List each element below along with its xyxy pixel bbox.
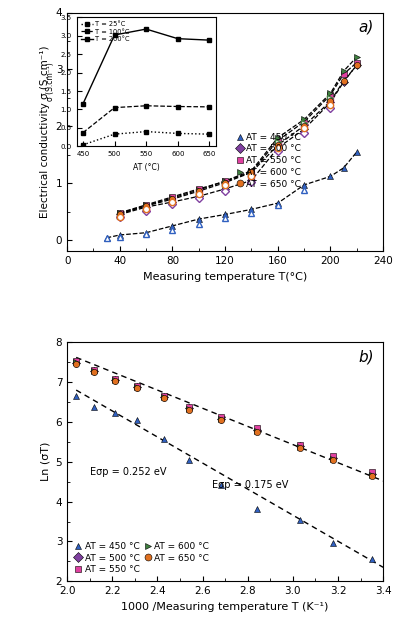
Y-axis label: Ln (σT): Ln (σT) [40,442,50,481]
X-axis label: 1000 /Measuring temperature T (K⁻¹): 1000 /Measuring temperature T (K⁻¹) [122,602,329,612]
Text: b): b) [358,349,374,364]
Text: Eσp = 0.175 eV: Eσp = 0.175 eV [212,480,288,490]
Legend: AT = 450 °C, AT = 500 °C, AT = 550 °C, AT = 600 °C, AT = 650 °C: AT = 450 °C, AT = 500 °C, AT = 550 °C, A… [236,132,301,189]
Legend: AT = 450 °C, AT = 500 °C, AT = 550 °C, AT = 600 °C, AT = 650 °C: AT = 450 °C, AT = 500 °C, AT = 550 °C, A… [75,542,209,574]
Text: a): a) [358,19,374,34]
Text: Eσp = 0.252 eV: Eσp = 0.252 eV [90,467,166,477]
X-axis label: Measuring temperature T(°C): Measuring temperature T(°C) [143,272,307,282]
Y-axis label: Electrical conductivity σ (S.cm⁻¹): Electrical conductivity σ (S.cm⁻¹) [40,46,50,218]
